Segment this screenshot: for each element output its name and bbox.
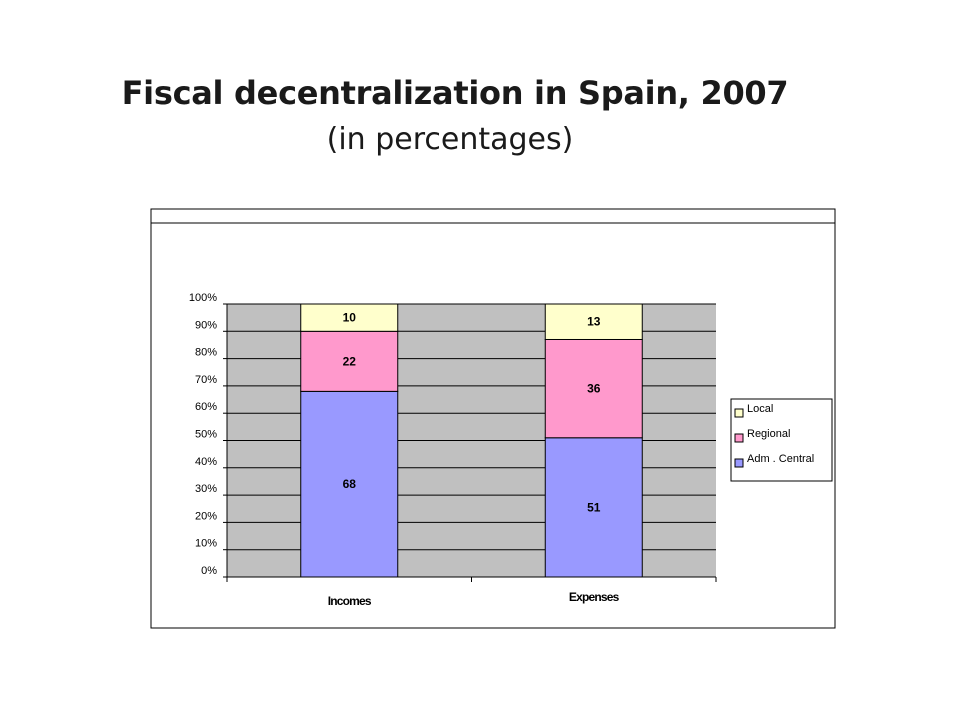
bar-segment <box>544 338 643 439</box>
bar-segment <box>300 303 399 332</box>
bar-segment <box>300 390 399 578</box>
legend-label: Local <box>747 403 773 415</box>
data-label: 10 <box>343 311 357 325</box>
y-tick-label: 80% <box>195 347 217 359</box>
legend-swatch <box>734 458 744 468</box>
data-label: 51 <box>587 500 601 514</box>
data-label: 68 <box>343 477 357 491</box>
legend-swatch <box>734 433 744 443</box>
data-label: 36 <box>587 382 601 396</box>
chart-subtitle: (in percentages) <box>326 122 574 157</box>
y-tick-label: 30% <box>195 483 217 495</box>
legend-label: Regional <box>747 428 790 440</box>
y-tick-label: 60% <box>195 401 217 413</box>
legend-label: Adm . Central <box>747 453 814 465</box>
y-tick-label: 50% <box>195 429 217 441</box>
bar-segment <box>544 303 643 340</box>
data-label: 13 <box>587 315 601 329</box>
y-tick-label: 100% <box>189 292 217 304</box>
y-tick-label: 70% <box>195 374 217 386</box>
legend-swatch <box>734 408 744 418</box>
x-category-label: Expenses <box>569 590 620 604</box>
bar-segment <box>300 330 399 392</box>
legend-box <box>730 398 833 482</box>
x-category-label: Incomes <box>328 594 372 608</box>
bar-segment <box>544 437 643 578</box>
y-tick-label: 90% <box>195 319 217 331</box>
y-tick-label: 10% <box>195 538 217 550</box>
y-tick-label: 0% <box>201 565 217 577</box>
chart-title: Fiscal decentralization in Spain, 2007 <box>121 74 789 112</box>
data-label: 22 <box>343 354 357 368</box>
y-tick-label: 40% <box>195 456 217 468</box>
y-tick-label: 20% <box>195 510 217 522</box>
